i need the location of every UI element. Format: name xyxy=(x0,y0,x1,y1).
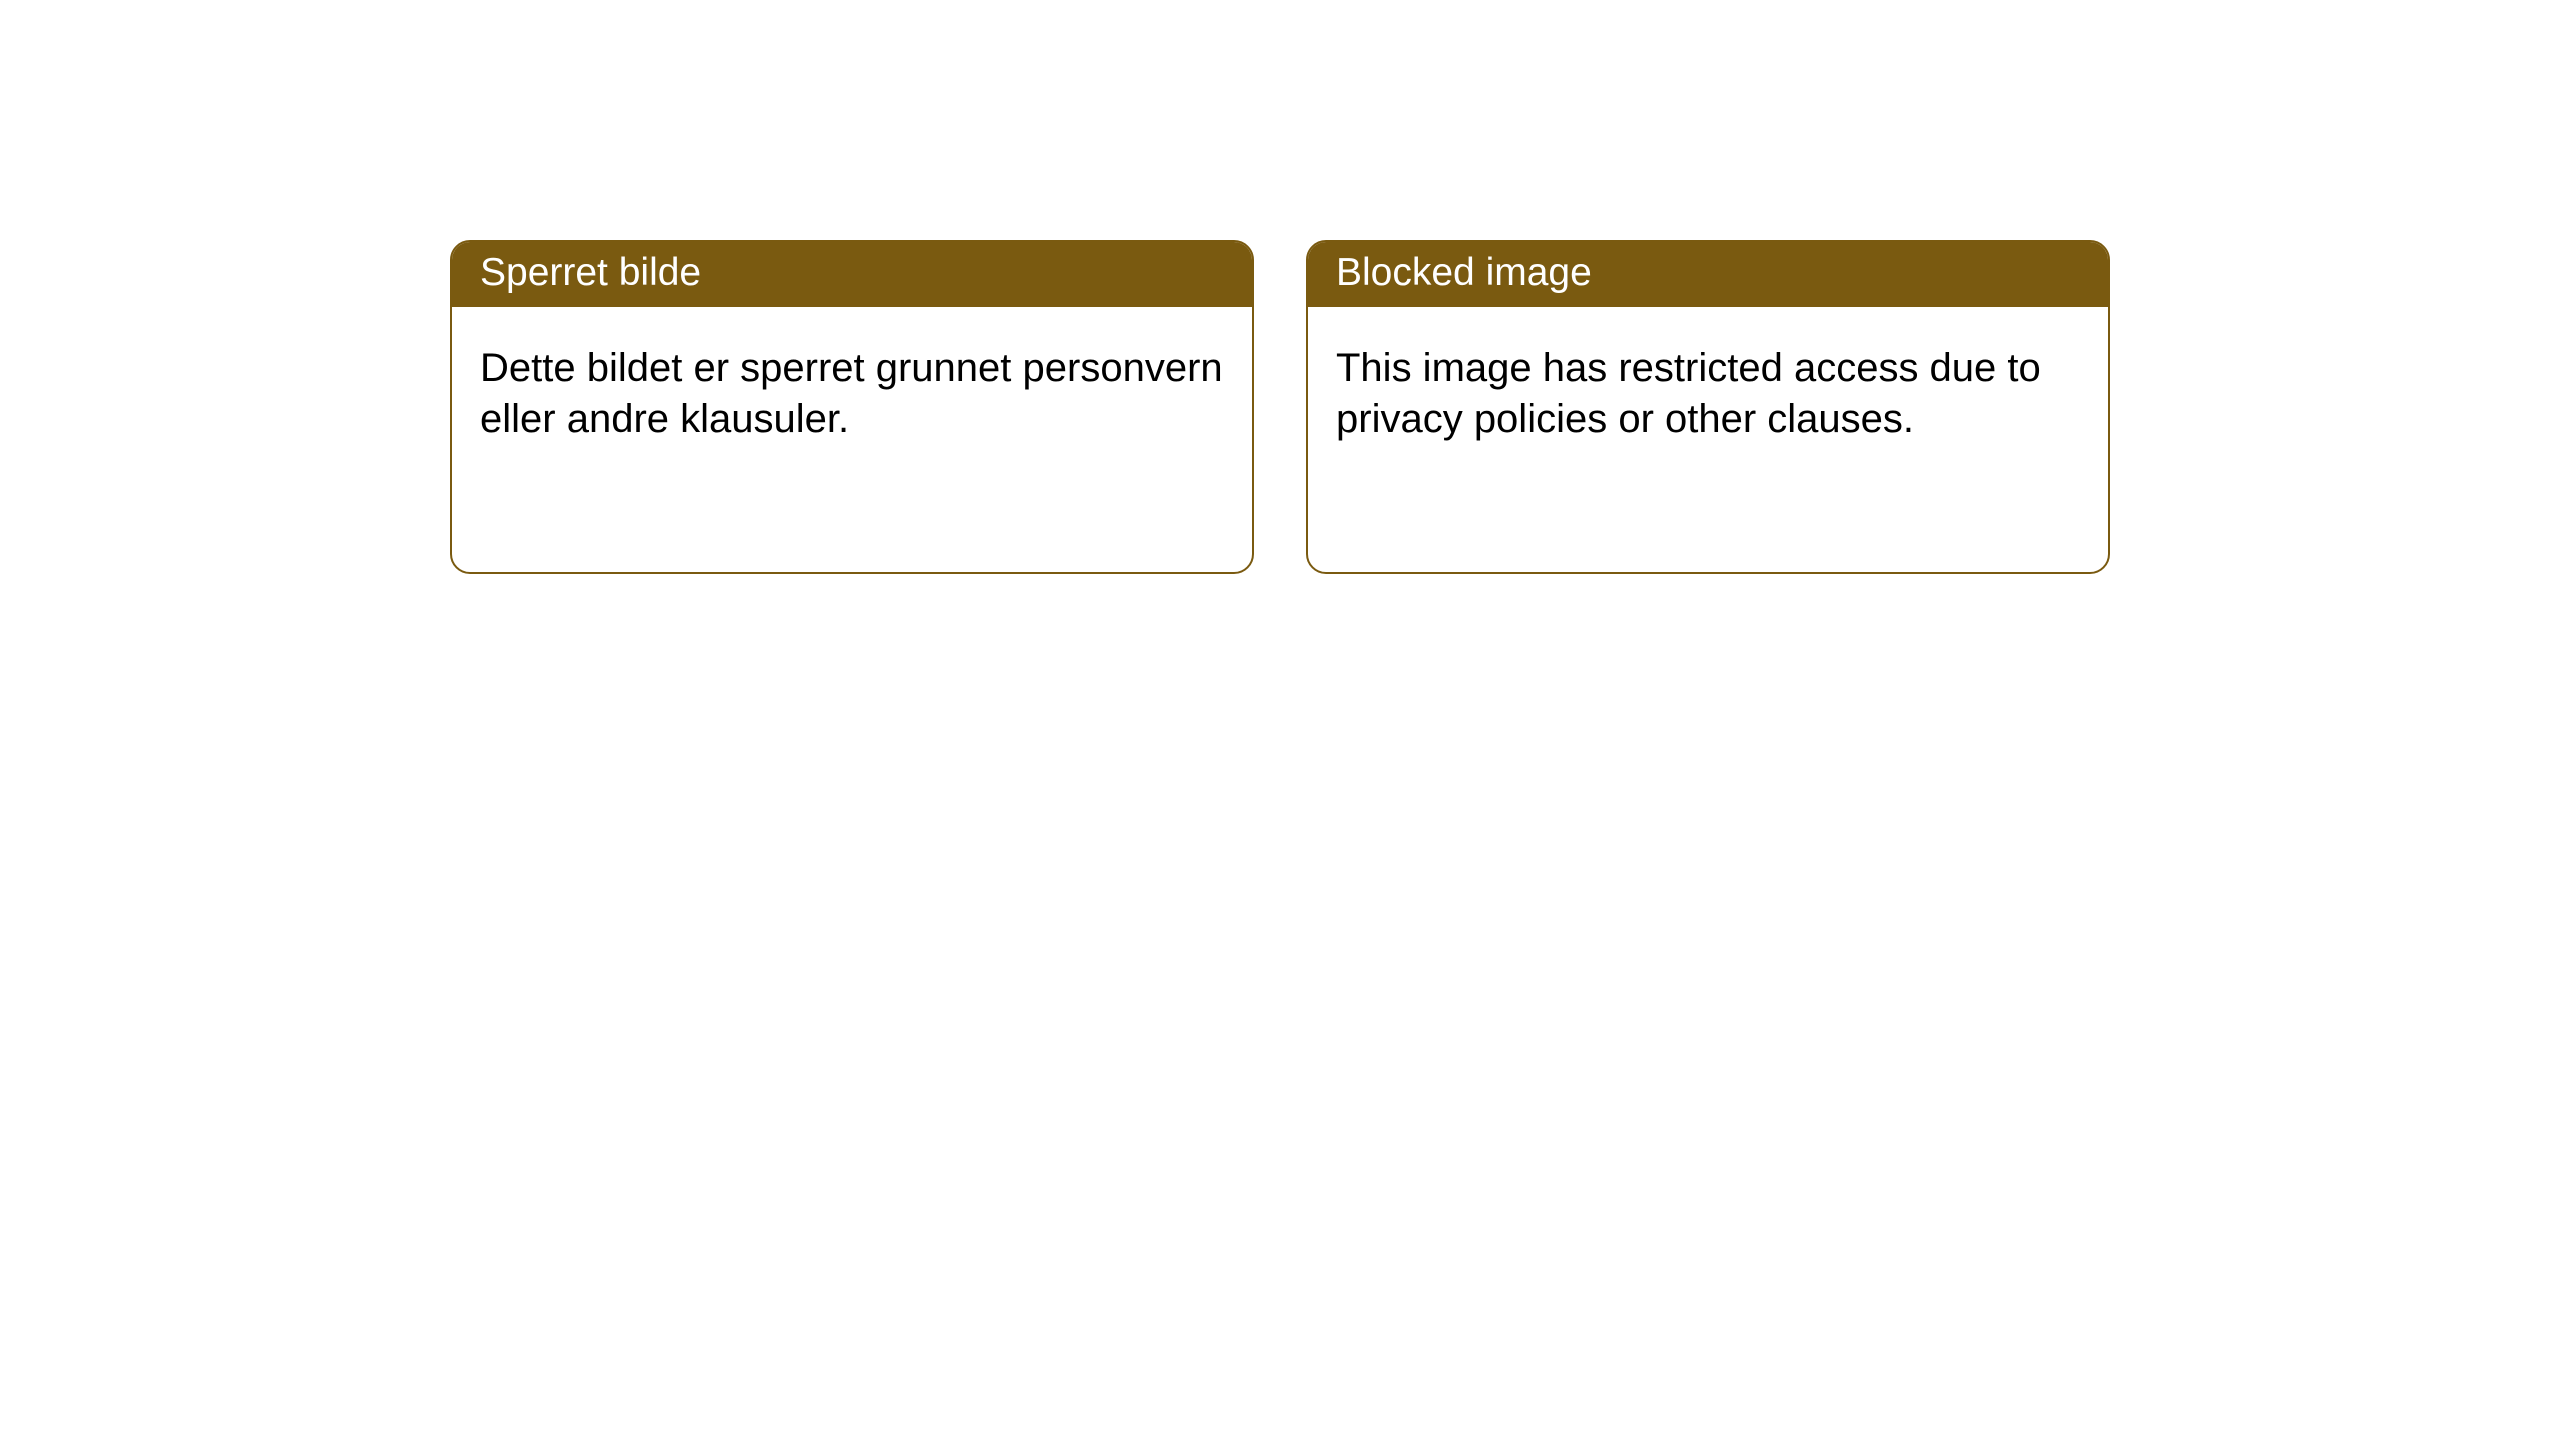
notice-card-norwegian: Sperret bilde Dette bildet er sperret gr… xyxy=(450,240,1254,574)
notice-body: This image has restricted access due to … xyxy=(1308,307,2108,473)
notice-card-english: Blocked image This image has restricted … xyxy=(1306,240,2110,574)
notice-header: Sperret bilde xyxy=(452,242,1252,307)
notice-container: Sperret bilde Dette bildet er sperret gr… xyxy=(0,0,2560,574)
notice-body: Dette bildet er sperret grunnet personve… xyxy=(452,307,1252,473)
notice-header: Blocked image xyxy=(1308,242,2108,307)
